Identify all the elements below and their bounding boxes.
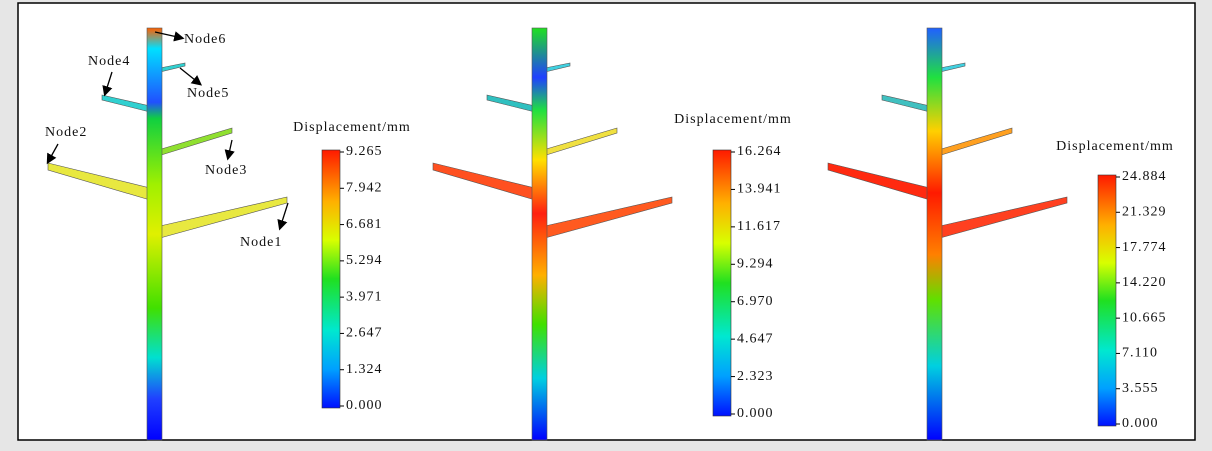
legend-label: 5.294 bbox=[346, 253, 383, 268]
legend-label: 9.265 bbox=[346, 144, 383, 159]
legend-label: 14.220 bbox=[1122, 275, 1167, 290]
node-label: Node2 bbox=[45, 125, 87, 140]
node-label: Node3 bbox=[205, 163, 247, 178]
legend-label: 1.324 bbox=[346, 362, 383, 377]
page: Displacement/mm 9.265 7.942 6.681 5.294 3.971… bbox=[0, 0, 1212, 451]
legend-label: 7.110 bbox=[1122, 346, 1158, 361]
node-label: Node5 bbox=[187, 86, 229, 101]
legend-title: Displacement/mm bbox=[674, 112, 792, 127]
legend-label: 11.617 bbox=[737, 219, 781, 234]
legend-label: 3.555 bbox=[1122, 381, 1159, 396]
legend-label: 24.884 bbox=[1122, 169, 1167, 184]
legend-label: 13.941 bbox=[737, 182, 782, 197]
legend-label: 0.000 bbox=[737, 406, 774, 421]
legend-label: 4.647 bbox=[737, 331, 774, 346]
colorbar bbox=[713, 150, 731, 416]
tower-trunk bbox=[147, 28, 162, 440]
legend-label: 9.294 bbox=[737, 257, 774, 272]
legend-label: 3.971 bbox=[346, 289, 383, 304]
legend-title: Displacement/mm bbox=[1056, 139, 1174, 154]
legend-label: 21.329 bbox=[1122, 205, 1167, 220]
legend-label: 7.942 bbox=[346, 181, 383, 196]
colorbar bbox=[1098, 175, 1116, 426]
legend-label: 0.000 bbox=[346, 398, 383, 413]
node-label: Node1 bbox=[240, 235, 282, 250]
legend-label: 10.665 bbox=[1122, 310, 1167, 325]
node-label: Node4 bbox=[88, 54, 130, 69]
legend-label: 2.647 bbox=[346, 326, 383, 341]
legend-label: 17.774 bbox=[1122, 240, 1167, 255]
node-label: Node6 bbox=[184, 32, 226, 47]
tower-trunk bbox=[532, 28, 547, 440]
legend-label: 0.000 bbox=[1122, 416, 1159, 431]
legend-label: 16.264 bbox=[737, 144, 782, 159]
colorbar bbox=[322, 150, 340, 408]
legend-label: 2.323 bbox=[737, 369, 774, 384]
figure: Displacement/mm 9.265 7.942 6.681 5.294 3.971… bbox=[0, 0, 1212, 451]
tower-trunk bbox=[927, 28, 942, 440]
legend-label: 6.681 bbox=[346, 217, 383, 232]
legend-title: Displacement/mm bbox=[293, 120, 411, 135]
legend-label: 6.970 bbox=[737, 294, 774, 309]
